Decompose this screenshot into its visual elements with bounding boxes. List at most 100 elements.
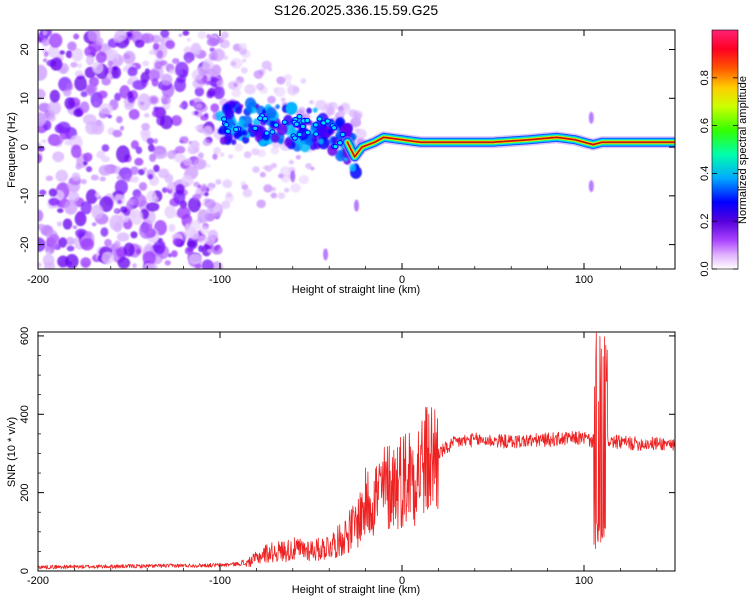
- noise-blob: [101, 76, 111, 86]
- noise-blob: [45, 175, 54, 182]
- noise-blob: [298, 175, 310, 185]
- snr-y-label: SNR (10 * v/v): [6, 417, 18, 487]
- noise-blob: [71, 172, 81, 182]
- noise-blob: [39, 189, 47, 196]
- noise-blob: [160, 30, 170, 38]
- ridge-spot: [262, 116, 269, 122]
- noise-blob: [207, 182, 216, 189]
- noise-blob: [206, 248, 213, 254]
- noise-blob: [135, 248, 142, 255]
- noise-blob: [42, 30, 48, 36]
- noise-blob: [213, 245, 219, 252]
- noise-blob: [113, 34, 123, 44]
- noise-blob: [197, 152, 204, 159]
- noise-blob: [223, 55, 229, 60]
- noise-blob: [242, 188, 253, 198]
- noise-blob: [142, 262, 156, 269]
- signal-blob: [349, 163, 357, 172]
- ridge-spot: [281, 119, 288, 125]
- signal-blob: [262, 109, 267, 115]
- noise-blob: [283, 73, 293, 82]
- noise-blob: [112, 129, 123, 138]
- ridge-spot: [293, 121, 300, 127]
- noise-blob: [204, 112, 209, 118]
- noise-blob: [77, 63, 82, 69]
- snr-y-ticks: 0 200 400 600: [19, 327, 675, 574]
- ridge-spot: [296, 131, 303, 138]
- noise-blob: [153, 43, 159, 50]
- noise-blob: [41, 39, 51, 46]
- noise-blob: [270, 147, 280, 155]
- ridge-spot: [257, 115, 264, 121]
- noise-blob: [354, 127, 360, 133]
- snr-frame: [37, 331, 676, 572]
- noise-blob: [202, 138, 211, 147]
- ridge-spot: [263, 130, 270, 136]
- noise-blob: [179, 136, 189, 144]
- colorbar-label: Normalized spectral amplitude: [737, 76, 749, 224]
- noise-blob: [185, 223, 190, 228]
- noise-blob: [69, 134, 83, 150]
- noise-blob: [149, 96, 158, 104]
- noise-blob: [267, 95, 276, 104]
- noise-blob: [56, 221, 62, 227]
- noise-blob: [234, 143, 244, 152]
- noise-blob: [106, 73, 112, 80]
- noise-blob: [148, 50, 155, 56]
- noise-blob: [188, 253, 202, 265]
- noise-blob: [38, 102, 51, 113]
- noise-blob: [38, 88, 46, 100]
- noise-blob: [38, 142, 41, 147]
- noise-blob: [137, 93, 151, 111]
- noise-blob: [73, 108, 83, 118]
- ridge-spot: [331, 125, 338, 131]
- noise-blob: [324, 102, 335, 112]
- noise-blob: [48, 197, 60, 206]
- noise-blob: [57, 255, 69, 268]
- noise-blob: [38, 223, 45, 231]
- noise-blob: [310, 166, 315, 171]
- noise-blob: [238, 42, 248, 51]
- noise-blob: [73, 33, 80, 40]
- signal-blob: [224, 109, 235, 120]
- signal-blob: [312, 107, 318, 113]
- noise-blob: [164, 173, 174, 184]
- snr-panel: -200 -100 0 100 0 200 400 600 Height of straig…: [6, 327, 676, 596]
- signal-blob: [238, 118, 246, 126]
- isolated-blob: [323, 248, 329, 261]
- noise-blob: [64, 139, 72, 146]
- noise-blob: [203, 191, 209, 197]
- noise-blob: [151, 78, 159, 87]
- noise-blob: [279, 166, 292, 177]
- noise-blob: [56, 121, 71, 134]
- noise-blob: [231, 88, 242, 98]
- noise-blob: [295, 155, 301, 160]
- signal-blob: [248, 123, 253, 128]
- noise-blob: [104, 48, 116, 62]
- noise-blob: [197, 31, 207, 40]
- snr-x-tick-label: -100: [209, 575, 231, 587]
- signal-blob: [236, 130, 243, 137]
- colorbar-ticks: 0.0 0.2 0.4 0.6 0.8: [699, 70, 738, 277]
- noise-blob: [80, 238, 95, 251]
- noise-blob: [98, 103, 113, 115]
- signal-blob: [327, 128, 333, 134]
- ridge-spot: [299, 123, 306, 130]
- noise-blob: [50, 57, 63, 71]
- noise-blob: [215, 179, 222, 185]
- noise-blob: [185, 57, 192, 64]
- snr-x-tick-label: -200: [27, 575, 49, 587]
- spectrogram-y-tick-label: -20: [19, 237, 31, 253]
- noise-blob: [98, 164, 112, 176]
- noise-blob: [51, 135, 64, 145]
- spectrogram-y-ticks: -20 -10 0 10 20: [19, 43, 675, 253]
- noise-blob: [153, 240, 166, 254]
- noise-blob: [171, 58, 180, 64]
- noise-blob: [80, 201, 92, 215]
- noise-blob: [84, 84, 98, 94]
- noise-blob: [63, 89, 72, 97]
- noise-blob: [85, 166, 93, 173]
- noise-blob: [72, 225, 78, 230]
- noise-blob: [192, 78, 205, 89]
- colorbar-tick-label: 0.2: [699, 214, 711, 229]
